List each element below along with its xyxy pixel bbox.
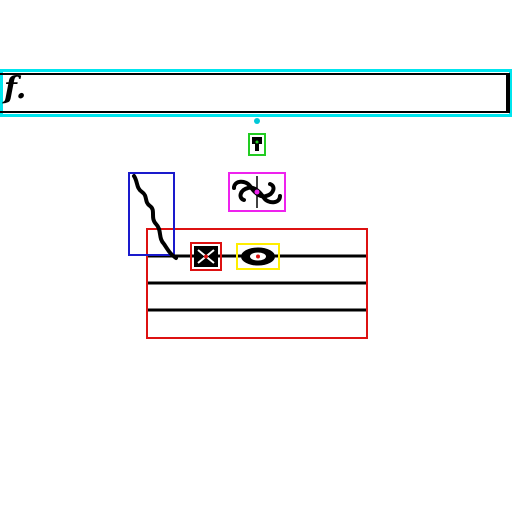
staff-box: [146, 228, 368, 339]
notehead-box: [236, 243, 280, 270]
dynamic-mark-frame: [0, 73, 510, 113]
turn-ornament-icon: [232, 176, 282, 208]
accidental-icon: [194, 246, 218, 267]
marker-dot-cyan: [254, 118, 260, 124]
fermata-small-icon: [252, 137, 262, 151]
notehead-icon: [241, 247, 275, 266]
accidental-box: [190, 242, 222, 271]
dynamic-mark-text: f.: [4, 71, 27, 106]
slur-icon: [132, 174, 178, 260]
turn-ornament-box: [228, 172, 286, 212]
slur-box: [128, 172, 175, 256]
fermata-small-box: [248, 133, 266, 156]
dynamic-mark-box: [0, 69, 512, 117]
